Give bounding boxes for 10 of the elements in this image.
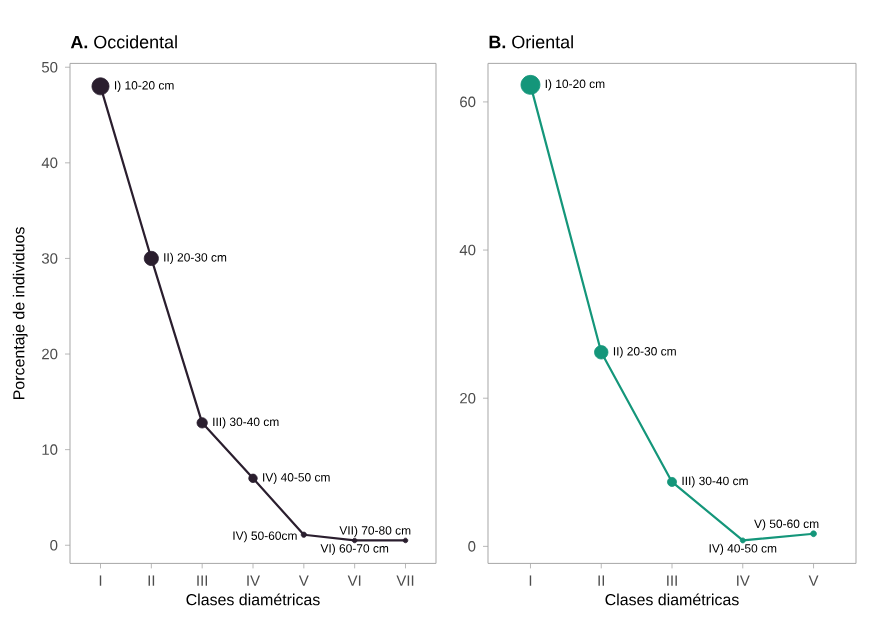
point	[739, 537, 746, 544]
point	[248, 473, 258, 483]
point	[196, 417, 208, 429]
point	[402, 537, 409, 544]
point	[667, 476, 677, 487]
chart-title: B. Oriental	[489, 35, 573, 49]
point	[300, 531, 307, 538]
chart-title: A. Occidental	[70, 35, 177, 49]
point	[810, 530, 817, 538]
point	[351, 537, 358, 544]
